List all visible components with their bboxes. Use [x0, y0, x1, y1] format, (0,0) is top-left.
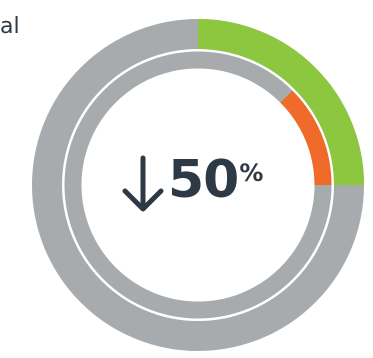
down-arrow-icon: [122, 155, 164, 212]
inner-ring-segment: [280, 90, 332, 186]
corner-label: al: [0, 14, 20, 39]
center-readout: 50 %: [120, 148, 263, 214]
outer-ring-segment: [197, 19, 364, 186]
center-value: 50: [168, 150, 239, 210]
center-unit: %: [239, 159, 264, 187]
